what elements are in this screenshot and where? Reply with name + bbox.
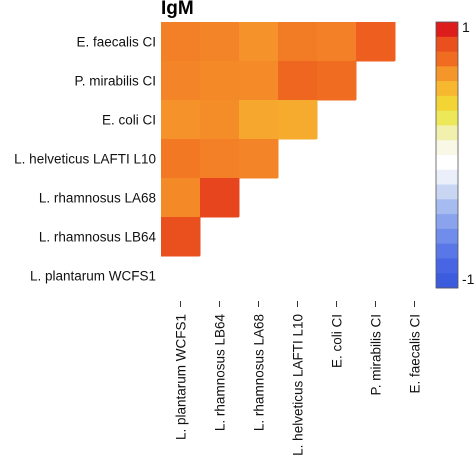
heatmap-cells [161, 22, 434, 297]
column-label: L. rhamnosus LA68 [252, 314, 267, 431]
colorbar-segment [436, 214, 458, 230]
row-label: E. coli CI [102, 113, 156, 128]
heatmap-cell [239, 22, 279, 62]
heatmap-cell [239, 139, 279, 179]
heatmap-cell [317, 22, 357, 62]
row-label: L. plantarum WCFS1 [30, 269, 156, 284]
colorbar-tick-label: -1 [462, 271, 474, 287]
heatmap-cell [161, 139, 201, 179]
heatmap-cell [278, 100, 318, 140]
colorbar-segment [436, 125, 458, 141]
heatmap-cell [161, 178, 201, 218]
heatmap-cell [239, 61, 279, 101]
colorbar-segment [436, 81, 458, 97]
heatmap-cell [278, 61, 318, 101]
heatmap-cell [161, 61, 201, 101]
colorbar-segment [436, 110, 458, 126]
colorbar-tick-label: 1 [462, 19, 470, 35]
column-labels: L. plantarum WCFS1 L. rhamnosus LB64 L. rh… [174, 301, 423, 456]
row-labels: E. faecalis CI P. mirabilis CI E. coli CI L… [14, 35, 156, 284]
colorbar-segment [436, 199, 458, 215]
column-label: P. mirabilis CI [369, 314, 384, 396]
row-label: E. faecalis CI [76, 35, 156, 50]
heatmap-cell [161, 100, 201, 140]
heatmap-cell [200, 139, 240, 179]
colorbar-segment [436, 273, 458, 289]
colorbar-segment [436, 66, 458, 82]
row-label: L. rhamnosus LB64 [39, 230, 157, 245]
heatmap-cell [200, 100, 240, 140]
colorbar-segment [436, 22, 458, 38]
column-label: L. plantarum WCFS1 [174, 314, 189, 440]
column-label: E. coli CI [330, 314, 345, 368]
column-label: E. faecalis CI [408, 314, 423, 394]
column-label: L. rhamnosus LB64 [213, 314, 228, 432]
heatmap-cell [200, 22, 240, 62]
colorbar-segment [436, 140, 458, 156]
colorbar: 1 -1 [435, 19, 474, 289]
colorbar-segment [436, 243, 458, 259]
colorbar-segment [436, 36, 458, 52]
colorbar-segment [436, 169, 458, 185]
row-label: P. mirabilis CI [74, 74, 156, 89]
colorbar-segment [436, 51, 458, 67]
row-label: L. rhamnosus LA68 [39, 191, 156, 206]
heatmap-cell [317, 61, 357, 101]
colorbar-segment [436, 228, 458, 245]
heatmap-cell [200, 61, 240, 101]
heatmap-cell [200, 178, 240, 218]
heatmap-cell [161, 22, 201, 62]
heatmap-cell [356, 22, 396, 62]
row-label: L. helveticus LAFTI L10 [14, 152, 156, 167]
chart-title: IgM [161, 0, 194, 19]
column-label: L. helveticus LAFTI L10 [291, 314, 306, 455]
heatmap-cell [278, 22, 318, 62]
colorbar-segment [436, 258, 458, 274]
colorbar-segment [436, 184, 458, 200]
colorbar-segment [436, 155, 458, 171]
heatmap-cell [239, 100, 279, 140]
colorbar-frame [435, 21, 459, 289]
colorbar-segment [436, 95, 458, 112]
heatmap-cell [161, 217, 201, 257]
heatmap-blank-triangle [161, 22, 434, 297]
